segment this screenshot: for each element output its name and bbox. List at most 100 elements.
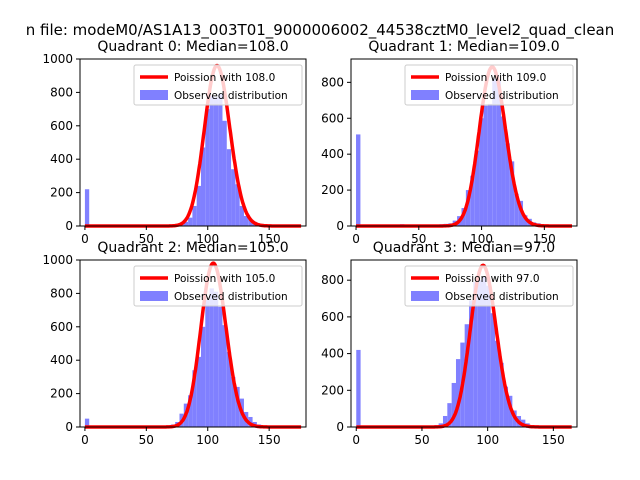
- x-tick-label: 0: [352, 232, 360, 246]
- legend-label: Poission with 105.0: [174, 273, 275, 285]
- histogram-bar: [490, 313, 496, 427]
- histogram-bar: [479, 118, 484, 226]
- y-tick-label: 0: [336, 420, 344, 434]
- legend-label: Observed distribution: [174, 291, 288, 303]
- histogram-bar: [213, 97, 219, 226]
- y-tick-label: 600: [50, 119, 73, 133]
- histogram-bar: [84, 418, 90, 427]
- histogram-bar: [465, 190, 471, 226]
- histogram-bar: [495, 340, 500, 427]
- histogram-bar: [218, 306, 223, 427]
- histogram-bar: [200, 147, 206, 226]
- histogram-bar: [222, 120, 227, 226]
- x-tick-label: 150: [258, 232, 281, 246]
- histogram-bar: [231, 169, 236, 226]
- histogram-bar: [503, 386, 509, 427]
- x-tick-label: 50: [411, 232, 426, 246]
- x-tick-label: 100: [470, 232, 493, 246]
- histogram-bar: [487, 103, 493, 226]
- y-tick-label: 0: [336, 219, 344, 233]
- y-tick-label: 0: [65, 420, 73, 434]
- chart-title: Quadrant 2: Median=105.0: [97, 240, 288, 256]
- y-tick-label: 400: [50, 152, 73, 166]
- histogram-bar: [501, 116, 506, 226]
- histogram-bar: [499, 362, 504, 427]
- histogram-bar: [483, 105, 488, 226]
- x-tick-label: 100: [196, 232, 219, 246]
- x-tick-label: 50: [414, 433, 429, 447]
- histogram-bar: [523, 215, 528, 226]
- histogram-bar: [226, 351, 232, 427]
- histogram-bar: [451, 382, 456, 427]
- axes-frame: [79, 259, 307, 428]
- axes-frame: [79, 58, 307, 227]
- histogram-bar: [505, 143, 510, 226]
- legend-box: [133, 64, 303, 106]
- y-tick-label: 400: [321, 147, 344, 161]
- legend: Poission with 97.0 Observed distribution: [404, 265, 574, 307]
- histogram-bar: [205, 109, 210, 226]
- histogram-bar: [464, 324, 469, 427]
- y-tick-label: 1000: [42, 52, 73, 66]
- legend-label: Poission with 97.0: [445, 273, 540, 285]
- histogram-bar: [196, 356, 201, 427]
- histogram-bar: [356, 349, 361, 427]
- histogram-bar: [192, 205, 197, 226]
- histogram-bar: [477, 280, 483, 427]
- histogram-bar: [192, 370, 197, 427]
- histogram-bar: [442, 415, 448, 427]
- y-tick-label: 400: [50, 353, 73, 367]
- observed-histogram: [356, 78, 550, 226]
- y-tick-label: 200: [50, 186, 73, 200]
- histogram-bar: [474, 150, 480, 226]
- legend-label: Observed distribution: [445, 291, 559, 303]
- histogram-bar: [496, 80, 502, 226]
- legend-label: Observed distribution: [445, 90, 559, 102]
- histogram-bar: [235, 184, 240, 226]
- histogram-bar: [468, 300, 474, 427]
- histogram-bar: [205, 300, 210, 427]
- y-tick-label: 800: [321, 75, 344, 89]
- histogram-bar: [492, 78, 497, 226]
- x-tick-label: 50: [139, 433, 154, 447]
- y-tick-label: 600: [50, 320, 73, 334]
- histogram-bar: [248, 219, 253, 226]
- histogram-bar: [218, 94, 223, 226]
- y-tick-label: 600: [321, 310, 344, 324]
- chart-title: Quadrant 3: Median=97.0: [373, 240, 555, 256]
- histogram-bar: [239, 205, 244, 226]
- histogram-bar: [209, 95, 214, 227]
- histogram-bar: [470, 175, 475, 226]
- legend: Poission with 108.0 Observed distribution: [133, 64, 303, 106]
- y-tick-label: 200: [50, 387, 73, 401]
- legend-label: Observed distribution: [174, 90, 288, 102]
- legend-bar-swatch: [140, 291, 168, 301]
- x-tick-label: 0: [81, 433, 89, 447]
- x-tick-label: 150: [533, 232, 556, 246]
- histogram-bar: [235, 386, 240, 427]
- y-tick-label: 800: [50, 85, 73, 99]
- chart-panel-2: 0 50 100 150 0 200 400 600 800 1000 Quadrant 2: Me…: [42, 240, 307, 447]
- histogram-bar: [183, 221, 189, 226]
- histogram-bar: [455, 359, 461, 427]
- histogram-bar: [514, 193, 519, 226]
- histogram-bar: [213, 291, 219, 427]
- x-tick-label: 0: [81, 232, 89, 246]
- histogram-bar: [356, 134, 361, 226]
- chart-panel-3: 0 50 100 150 0 200 400 600 800 Quadrant 3: Median…: [321, 240, 578, 447]
- chart-panel-1: 0 50 100 150 0 200 400 600 800 Quadrant 1: Median…: [321, 39, 578, 246]
- y-tick-label: 600: [321, 111, 344, 125]
- observed-histogram: [84, 94, 275, 227]
- y-tick-label: 200: [321, 383, 344, 397]
- chart-panel-0: 0 50 100 150 0 200 400 600 800 1000 Quadrant 0: Me…: [42, 39, 307, 246]
- chart-title: Quadrant 1: Median=109.0: [368, 39, 559, 55]
- histogram-bar: [209, 288, 214, 427]
- legend: Poission with 105.0 Observed distribution: [133, 265, 303, 307]
- axes-frame: [350, 58, 578, 227]
- histogram-bar: [518, 200, 524, 226]
- x-tick-label: 150: [258, 433, 281, 447]
- histogram-bar: [508, 395, 513, 427]
- x-tick-label: 50: [139, 232, 154, 246]
- legend-bar-swatch: [140, 90, 168, 100]
